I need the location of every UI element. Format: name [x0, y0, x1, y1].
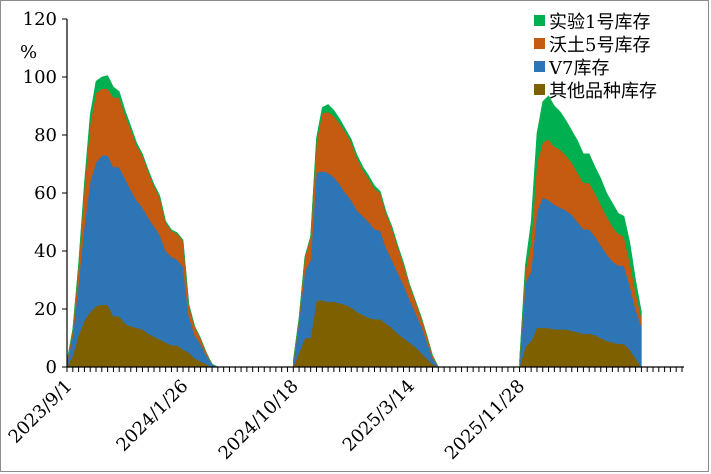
legend-label: 其他品种库存: [549, 81, 657, 102]
legend-swatch: [534, 38, 545, 49]
y-unit-label: %: [20, 42, 37, 63]
legend-swatch: [534, 61, 545, 72]
y-tick-label: 120: [23, 9, 57, 30]
legend-swatch: [534, 84, 545, 95]
area-4-segment-3: [519, 95, 642, 362]
x-tick-label: 2025/11/28: [441, 376, 529, 464]
x-tick-label: 2023/9/1: [5, 376, 77, 448]
y-tick-label: 60: [34, 183, 57, 204]
y-tick-label: 100: [23, 67, 57, 88]
x-tick-label: 2024/1/26: [112, 376, 192, 456]
y-tick-label: 0: [46, 357, 57, 378]
y-tick-label: 20: [34, 299, 57, 320]
y-tick-label: 80: [34, 125, 57, 146]
x-tick-label: 2024/10/18: [215, 376, 303, 464]
legend-swatch: [534, 15, 545, 26]
x-tick-label: 2025/3/14: [339, 376, 419, 456]
legend-label: V7库存: [548, 58, 609, 79]
legend-label: 实验1号库存: [549, 12, 650, 33]
legend-label: 沃土5号库存: [549, 35, 650, 56]
y-tick-label: 40: [34, 241, 57, 262]
area-series-group: [66, 75, 642, 368]
